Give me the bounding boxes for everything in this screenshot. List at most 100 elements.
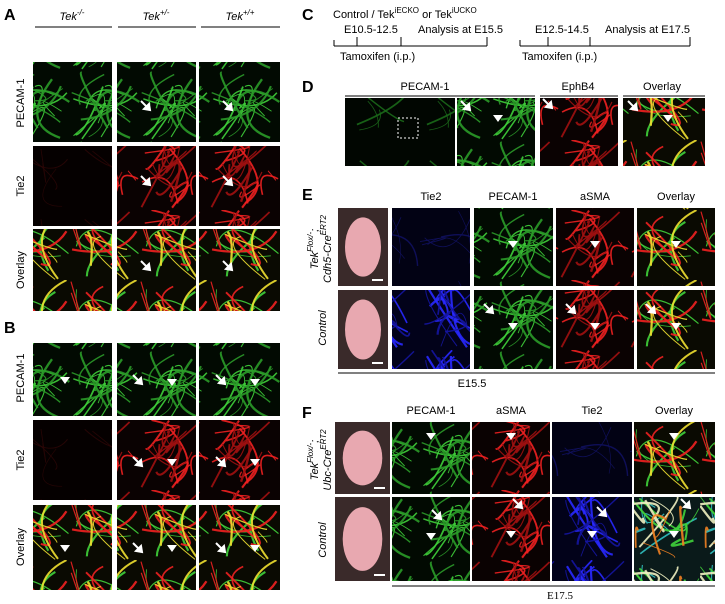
gene: Tek	[309, 462, 321, 480]
gene: Tek	[60, 11, 78, 23]
arrow	[512, 498, 524, 510]
embryo	[342, 507, 383, 571]
arrow	[431, 509, 443, 521]
column-header: Overlay	[657, 191, 695, 203]
column-header: Overlay	[655, 405, 693, 417]
micrograph	[33, 229, 112, 311]
title-part: or Tek	[419, 9, 452, 21]
arrowhead	[250, 459, 260, 466]
arrowhead	[167, 379, 177, 386]
arrow	[627, 100, 639, 112]
micrograph	[345, 98, 455, 166]
arrowhead	[669, 531, 679, 538]
micrograph	[117, 505, 196, 590]
row-label: Control	[317, 522, 329, 558]
row-label: TekFlox/-;	[306, 440, 321, 480]
arrowhead	[506, 433, 516, 440]
arrow	[596, 506, 608, 518]
column-header: PECAM-1	[489, 191, 538, 203]
row-label: PECAM-1	[15, 79, 27, 128]
row-label: Overlay	[15, 528, 27, 566]
stage-label: E17.5	[547, 590, 573, 602]
title-sup: iECKO	[395, 6, 419, 15]
genotype: +/+	[243, 8, 255, 17]
micrograph	[540, 98, 618, 166]
micrographs	[33, 62, 715, 590]
arrowhead	[60, 377, 70, 384]
arrow	[215, 374, 227, 386]
micrograph	[552, 422, 632, 494]
arrowhead	[506, 531, 516, 538]
row-label: Overlay	[15, 251, 27, 289]
arrowhead	[508, 323, 518, 330]
micrograph	[33, 146, 112, 226]
timeline-window: E10.5-12.5	[344, 24, 398, 36]
arrow	[215, 456, 227, 468]
arrow	[565, 303, 577, 315]
panel-label: C	[302, 7, 314, 24]
genotype: +/-	[160, 8, 170, 17]
title-sup: iUCKO	[452, 6, 477, 15]
column-header: Tek+/-	[143, 8, 170, 23]
micrograph	[199, 420, 280, 500]
arrow	[460, 100, 472, 112]
embryo	[345, 217, 381, 277]
driver-sup: ERT2	[319, 214, 328, 235]
column-header: Tie2	[421, 191, 442, 203]
column-header: PECAM-1	[401, 81, 450, 93]
micrograph	[33, 62, 112, 142]
title-part: Control / Tek	[333, 9, 395, 21]
column-header: Tek+/+	[226, 8, 255, 23]
column-header: Tie2	[582, 405, 603, 417]
timeline	[519, 37, 691, 47]
arrow	[645, 303, 657, 315]
arrow	[542, 98, 554, 110]
arrowhead	[587, 531, 597, 538]
timeline-treatment: Tamoxifen (i.p.)	[340, 51, 415, 63]
arrow	[132, 542, 144, 554]
arrow	[222, 175, 234, 187]
micrograph	[199, 146, 280, 226]
row-label: Ubc-CreERT2	[319, 429, 334, 491]
arrow	[483, 303, 495, 315]
driver: Ubc-Cre	[322, 450, 334, 491]
micrograph	[392, 290, 470, 369]
arrowhead	[167, 545, 177, 552]
micrograph	[117, 62, 196, 142]
timeline-treatment: Tamoxifen (i.p.)	[522, 51, 597, 63]
micrograph	[117, 229, 196, 311]
arrowhead	[426, 533, 436, 540]
timeline-analysis: Analysis at E15.5	[418, 24, 503, 36]
arrowhead	[590, 241, 600, 248]
arrow	[222, 100, 234, 112]
stage-label: E15.5	[458, 378, 487, 390]
arrow	[140, 175, 152, 187]
row-label: Tie2	[15, 176, 27, 197]
row-label: Control	[317, 310, 329, 346]
arrowhead	[590, 323, 600, 330]
micrograph	[634, 497, 715, 581]
arrow	[222, 260, 234, 272]
micrograph	[634, 422, 715, 494]
micrograph	[117, 146, 196, 226]
micrograph	[392, 208, 470, 286]
arrowhead	[508, 241, 518, 248]
micrograph	[199, 62, 280, 142]
arrowhead	[60, 545, 70, 552]
panel-label: A	[4, 7, 16, 24]
driver: Cdh5-Cre	[322, 235, 334, 283]
micrograph	[199, 505, 280, 590]
arrow	[140, 100, 152, 112]
column-header: aSMA	[580, 191, 611, 203]
gene: Tek	[309, 251, 321, 269]
timeline-analysis: Analysis at E17.5	[605, 24, 690, 36]
micrograph	[33, 505, 112, 590]
arrow	[680, 498, 692, 510]
micrograph	[199, 229, 280, 311]
row-label: Cdh5-CreERT2	[319, 214, 334, 283]
gene: Tek	[226, 11, 244, 23]
inset-box	[397, 117, 419, 139]
arrowhead	[250, 545, 260, 552]
column-header: Tek-/-	[60, 8, 85, 23]
